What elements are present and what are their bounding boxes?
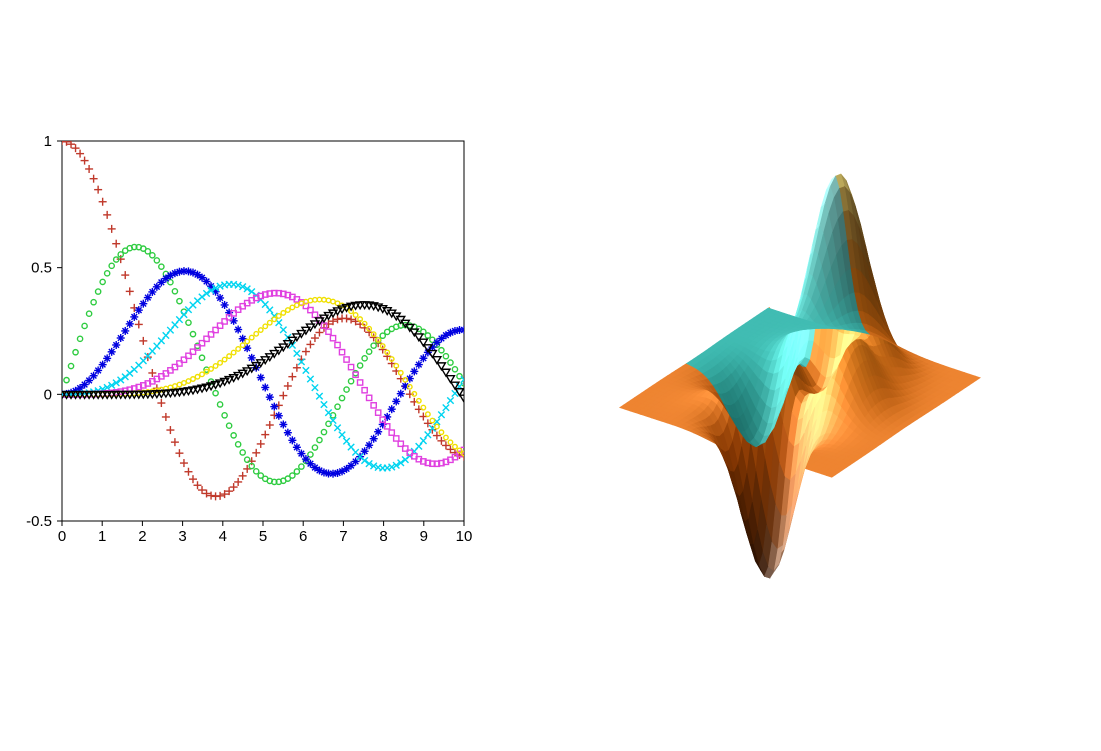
svg-text:0: 0 [58,528,66,545]
figure-container: 0 1 2 3 4 5 6 7 8 9 10 -0.5 0 0.5 1 [0,0,1101,751]
svg-text:10: 10 [456,528,473,545]
svg-text:8: 8 [379,528,387,545]
svg-text:3: 3 [178,528,186,545]
bessel-chart: 0 1 2 3 4 5 6 7 8 9 10 -0.5 0 0.5 1 [0,116,530,636]
bessel-panel: 0 1 2 3 4 5 6 7 8 9 10 -0.5 0 0.5 1 [0,116,530,636]
svg-text:9: 9 [420,528,428,545]
svg-text:5: 5 [259,528,267,545]
svg-text:0.5: 0.5 [31,259,52,276]
svg-text:6: 6 [299,528,307,545]
svg-text:4: 4 [219,528,227,545]
surface-chart [560,156,1040,596]
svg-text:2: 2 [138,528,146,545]
svg-text:7: 7 [339,528,347,545]
surface-panel [530,116,1070,636]
svg-text:1: 1 [98,528,106,545]
svg-text:1: 1 [44,133,52,150]
svg-text:0: 0 [44,386,52,403]
svg-text:-0.5: -0.5 [26,513,52,530]
